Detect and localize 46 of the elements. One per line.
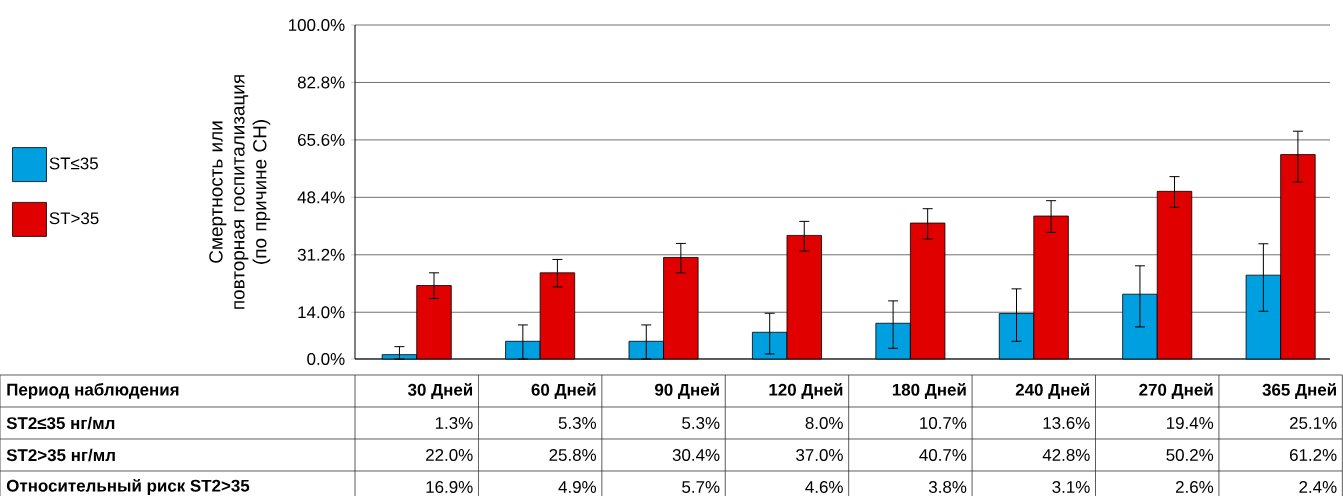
- y-tick-label: 82.8%: [297, 76, 345, 89]
- y-tick-label: 31.2%: [297, 248, 345, 261]
- text: 5.7%: [682, 481, 720, 493]
- data-label: 1.3%: [435, 416, 473, 429]
- y-tick-label: 0.0%: [307, 353, 345, 365]
- text: 16.9%: [426, 480, 473, 493]
- data-label: 40.7%: [919, 448, 967, 461]
- y-tick-label: 65.6%: [298, 133, 345, 146]
- data-label: 61.2%: [1289, 448, 1337, 461]
- text: 3.1%: [1052, 480, 1090, 493]
- data-label: 13.6%: [1043, 416, 1090, 429]
- text: Период наблюдения: [7, 383, 179, 399]
- x-tick-label: 180 Дней: [892, 383, 966, 399]
- x-tick-label: 120 Дней: [769, 383, 843, 399]
- y-tick-label: 14.0%: [298, 306, 345, 319]
- text: 4.9%: [558, 480, 597, 493]
- data-label: 25.1%: [1289, 416, 1337, 429]
- x-tick-label: 60 Дней: [531, 383, 596, 399]
- x-tick-label: 270 Дней: [1139, 383, 1213, 399]
- data-label: 37.0%: [796, 448, 843, 461]
- data-label: 8.0%: [805, 416, 843, 429]
- legend-label: ST≤35: [49, 157, 98, 170]
- y-tick-label: 48.4%: [297, 191, 345, 204]
- x-tick-label: 240 Дней: [1015, 383, 1090, 399]
- data-label: 50.2%: [1166, 448, 1214, 461]
- text: 3.8%: [928, 480, 967, 493]
- data-label: 25.8%: [549, 448, 597, 461]
- data-label: 22.0%: [426, 448, 473, 461]
- text: 2.4%: [1299, 481, 1337, 493]
- x-tick-label: 90 Дней: [654, 383, 719, 399]
- text: ST2≤35 нг/мл: [6, 416, 115, 430]
- legend-label: ST>35: [49, 212, 99, 225]
- data-label: 5.3%: [682, 416, 720, 429]
- text: ST2>35 нг/мл: [6, 448, 115, 462]
- x-tick-label: 365 Дней: [1262, 383, 1336, 399]
- data-label: 5.3%: [558, 416, 597, 429]
- text: 2.6%: [1175, 480, 1214, 493]
- y-tick-label: 100.0%: [289, 19, 345, 31]
- data-label: 10.7%: [920, 416, 967, 429]
- text: Относительный риск ST2>35: [6, 478, 250, 496]
- data-label: 30.4%: [672, 448, 720, 461]
- data-label: 42.8%: [1042, 448, 1090, 461]
- data-label: 19.4%: [1167, 416, 1214, 429]
- x-tick-label: 30 Дней: [407, 383, 473, 399]
- text: 4.6%: [805, 480, 843, 493]
- y-axis-title: Смертность или повторная госпитализация (по причине СН): [209, 75, 271, 309]
